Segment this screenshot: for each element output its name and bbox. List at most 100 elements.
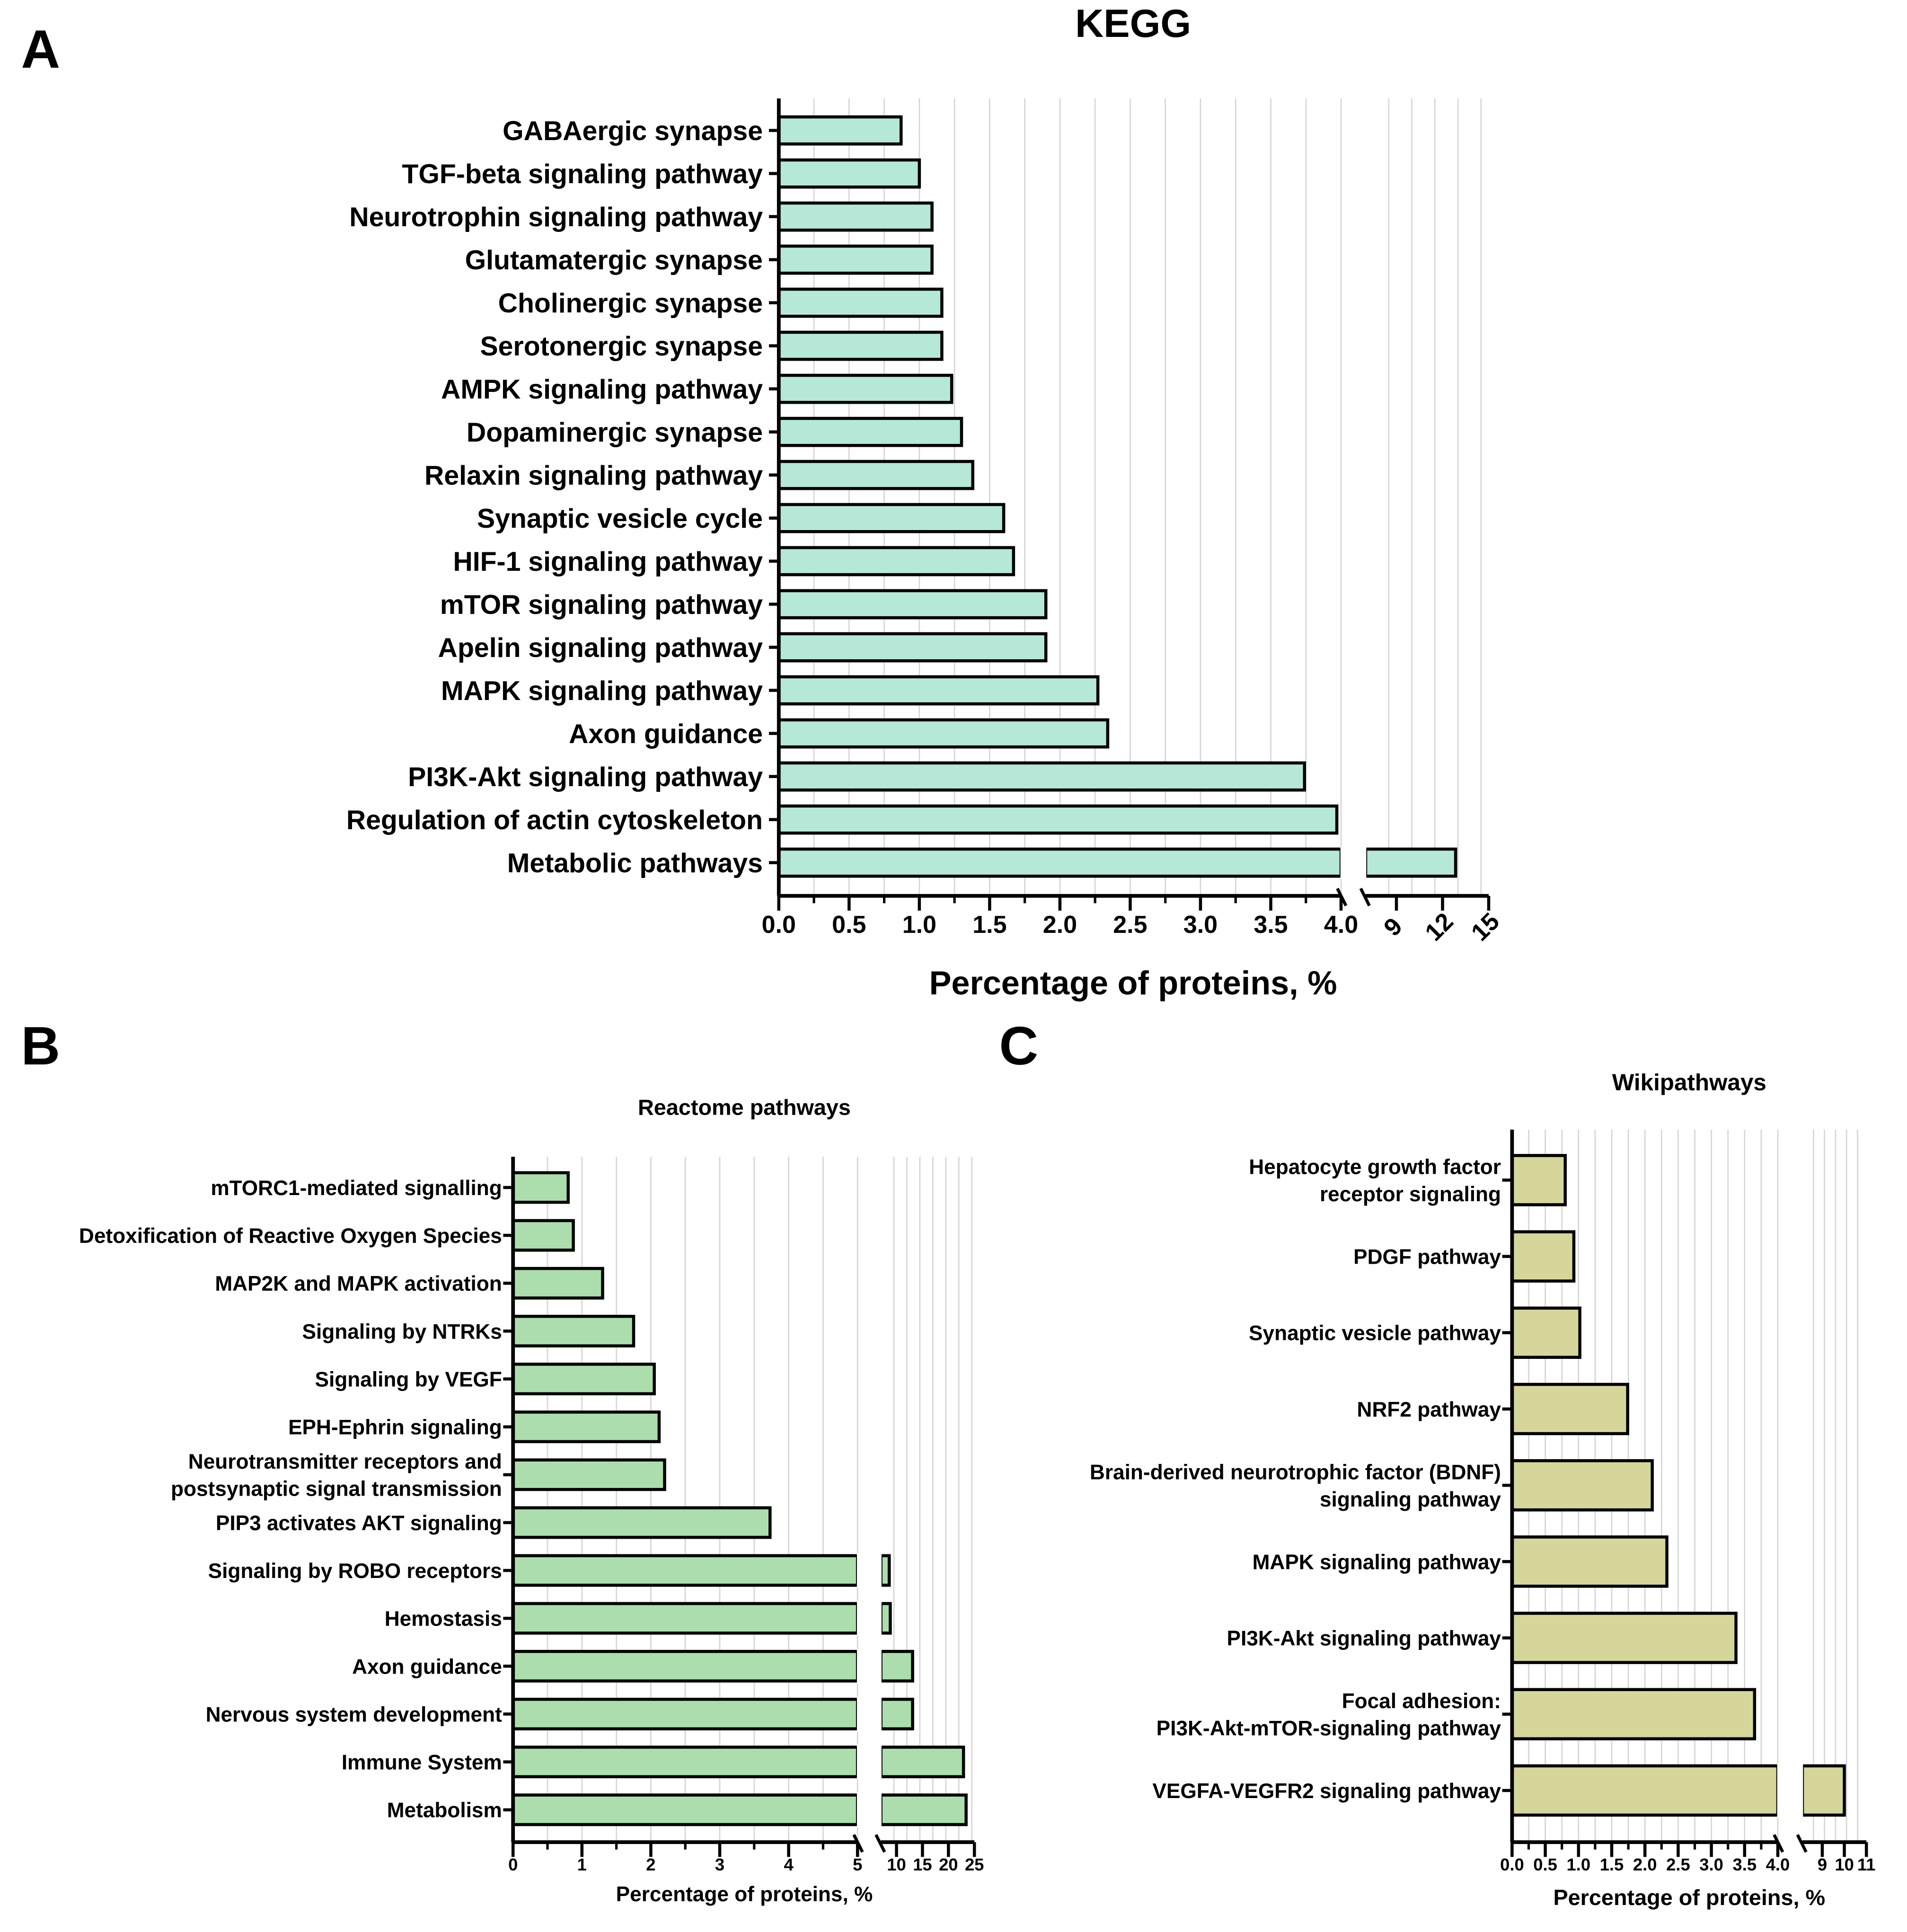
x-tick-label: 1.5 — [972, 911, 1006, 939]
x-axis-label: Percentage of proteins, % — [616, 1883, 873, 1906]
x-axis-label: Percentage of proteins, % — [1553, 1885, 1825, 1910]
bar — [777, 804, 1339, 835]
bar — [511, 1746, 859, 1779]
category-label: Neurotrophin signaling pathway — [349, 202, 763, 232]
bar — [777, 115, 903, 146]
x-axis-label: Percentage of proteins, % — [929, 964, 1337, 1001]
bar — [511, 1219, 575, 1252]
x-tick-label: 20 — [939, 1855, 958, 1874]
category-label: AMPK signaling pathway — [441, 374, 763, 405]
x-tick-label: 1.0 — [902, 911, 936, 939]
x-tick-label: 2 — [646, 1855, 655, 1874]
bar — [1510, 1612, 1738, 1664]
bar-broken-segment — [879, 1746, 965, 1779]
x-tick-label: 0 — [508, 1855, 518, 1874]
x-tick-label: 1 — [577, 1855, 587, 1874]
category-label: Hemostasis — [385, 1607, 502, 1631]
bar — [777, 503, 1006, 533]
x-tick-label: 2.0 — [1633, 1855, 1657, 1874]
category-label-line: signaling pathway — [1320, 1488, 1501, 1511]
x-tick-label: 2.0 — [1043, 911, 1077, 939]
category-label: Apelin signaling pathway — [438, 633, 763, 663]
bar — [511, 1171, 570, 1204]
bar — [511, 1554, 859, 1587]
bar — [1510, 1535, 1669, 1588]
x-tick-label: 0.0 — [762, 911, 796, 939]
bar — [1510, 1764, 1780, 1817]
bar — [511, 1698, 859, 1730]
x-tick-label: 3.0 — [1699, 1855, 1723, 1874]
axis-break-gap — [856, 1792, 882, 1827]
x-tick-label: 3.5 — [1254, 911, 1288, 939]
category-label: MAP2K and MAPK activation — [215, 1272, 502, 1295]
bar — [1510, 1383, 1629, 1436]
category-label: PI3K-Akt signaling pathway — [408, 762, 763, 792]
x-tick-label: 3.0 — [1183, 911, 1218, 939]
axis-break-mark — [874, 1834, 886, 1853]
bar-broken-segment — [879, 1698, 914, 1730]
panel-b: B Reactome pathways Percentage of proteins… — [21, 1016, 984, 1906]
category-label-line: Brain-derived neurotrophic factor (BDNF) — [1090, 1461, 1501, 1484]
category-label: Metabolism — [387, 1799, 502, 1822]
x-tick-label: 0.5 — [832, 911, 866, 939]
bar — [511, 1267, 604, 1300]
x-tick-label: 10 — [887, 1855, 906, 1874]
x-tick-label: 25 — [965, 1855, 984, 1874]
bar — [511, 1649, 859, 1683]
category-label: PDGF pathway — [1353, 1246, 1501, 1269]
bar-broken-segment — [879, 1649, 914, 1683]
category-label: MAPK signaling pathway — [1253, 1551, 1501, 1574]
category-label: Hepatocyte growth factor receptor signali… — [1249, 1156, 1501, 1206]
bar — [777, 158, 921, 189]
category-label: PIP3 activates AKT signaling — [216, 1512, 502, 1535]
x-tick-label: 4.0 — [1766, 1855, 1790, 1874]
category-label: Signaling by ROBO receptors — [208, 1560, 502, 1583]
category-label: Focal adhesion: PI3K-Akt-mTOR-signaling p… — [1157, 1690, 1501, 1740]
bar — [511, 1363, 656, 1396]
category-label: Signaling by VEGF — [315, 1368, 502, 1391]
bar — [1510, 1154, 1567, 1206]
x-tick-label: 2.5 — [1666, 1855, 1690, 1874]
axis-break-mark — [1796, 1834, 1808, 1853]
bar — [777, 287, 944, 318]
axis-break-gap — [1777, 1763, 1803, 1818]
category-label: Regulation of actin cytoskeleton — [346, 805, 763, 835]
category-label: NRF2 pathway — [1357, 1398, 1501, 1421]
x-tick-label: 3.5 — [1733, 1855, 1757, 1874]
panel-c: C Wikipathways Percentage of proteins, % He… — [999, 1016, 1875, 1910]
x-tick-label: 4 — [784, 1855, 794, 1874]
bar — [777, 847, 1343, 878]
x-tick-label: 9 — [1818, 1855, 1827, 1874]
bar — [1510, 1459, 1654, 1512]
axis-break-gap — [856, 1649, 882, 1684]
bar — [1510, 1306, 1581, 1359]
bar — [511, 1458, 666, 1491]
bar — [1510, 1230, 1576, 1283]
panel-letter: A — [21, 19, 60, 80]
category-label: Axon guidance — [352, 1655, 502, 1678]
x-tick-label: 9 — [1378, 913, 1407, 941]
bar — [777, 546, 1015, 576]
category-label-line: receptor signaling — [1320, 1183, 1501, 1206]
bar — [777, 632, 1048, 663]
bar — [777, 761, 1307, 792]
chart-title: Reactome pathways — [638, 1095, 851, 1120]
category-label-line: Hepatocyte growth factor — [1249, 1156, 1501, 1179]
panel-letter: B — [21, 1016, 60, 1076]
bar — [1510, 1688, 1757, 1741]
category-label: Detoxification of Reactive Oxygen Specie… — [79, 1224, 502, 1248]
axis-break-gap — [1340, 846, 1367, 879]
category-label: Neurotransmitter receptors and postsynapt… — [171, 1450, 502, 1500]
bar — [777, 330, 944, 361]
category-label: TGF-beta signaling pathway — [402, 159, 763, 189]
bar — [777, 373, 954, 404]
category-label: EPH-Ephrin signaling — [288, 1416, 502, 1439]
x-tick-label: 15 — [913, 1855, 932, 1874]
bar-broken-segment — [1364, 847, 1457, 878]
category-label: Brain-derived neurotrophic factor (BDNF)… — [1090, 1461, 1501, 1511]
x-tick-label: 0.5 — [1533, 1855, 1557, 1874]
x-tick-label: 12 — [1420, 908, 1459, 947]
category-label: HIF-1 signaling pathway — [453, 547, 763, 577]
bar — [511, 1314, 636, 1347]
